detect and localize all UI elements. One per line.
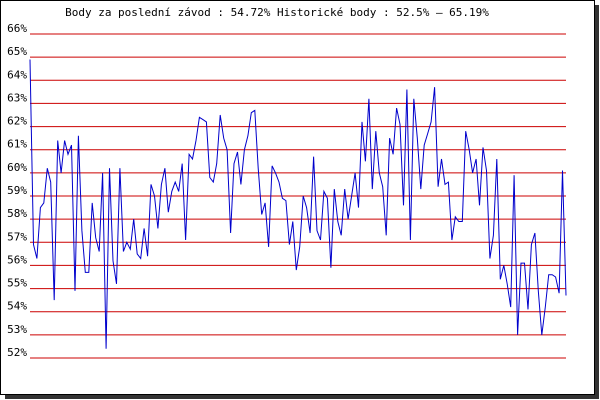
y-tick-label: 57% — [7, 230, 27, 243]
y-tick-label: 62% — [7, 115, 27, 128]
frame — [0, 0, 595, 395]
y-tick-label: 63% — [7, 91, 27, 104]
y-tick-label: 56% — [7, 253, 27, 266]
y-tick-label: 65% — [7, 45, 27, 58]
y-tick-label: 52% — [7, 346, 27, 359]
chart-title: Body za poslední závod : 54.72% Historic… — [65, 6, 489, 19]
y-tick-label: 55% — [7, 277, 27, 290]
y-tick-label: 64% — [7, 68, 27, 81]
y-tick-label: 60% — [7, 161, 27, 174]
data-line — [29, 59, 567, 349]
y-tick-label: 61% — [7, 138, 27, 151]
y-tick-label: 54% — [7, 300, 27, 313]
y-tick-label: 66% — [7, 22, 27, 35]
y-tick-label: 59% — [7, 184, 27, 197]
y-tick-label: 53% — [7, 323, 27, 336]
y-tick-label: 58% — [7, 207, 27, 220]
